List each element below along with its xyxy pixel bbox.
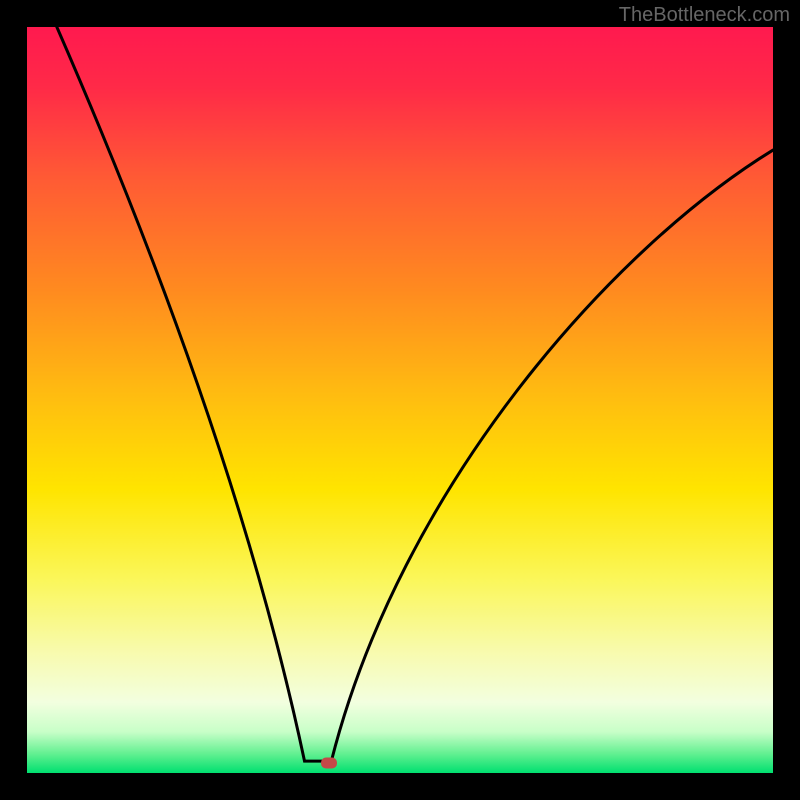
minimum-marker xyxy=(321,758,337,769)
watermark-text: TheBottleneck.com xyxy=(619,4,790,27)
gradient-background xyxy=(27,27,773,773)
plot-area xyxy=(27,27,773,773)
